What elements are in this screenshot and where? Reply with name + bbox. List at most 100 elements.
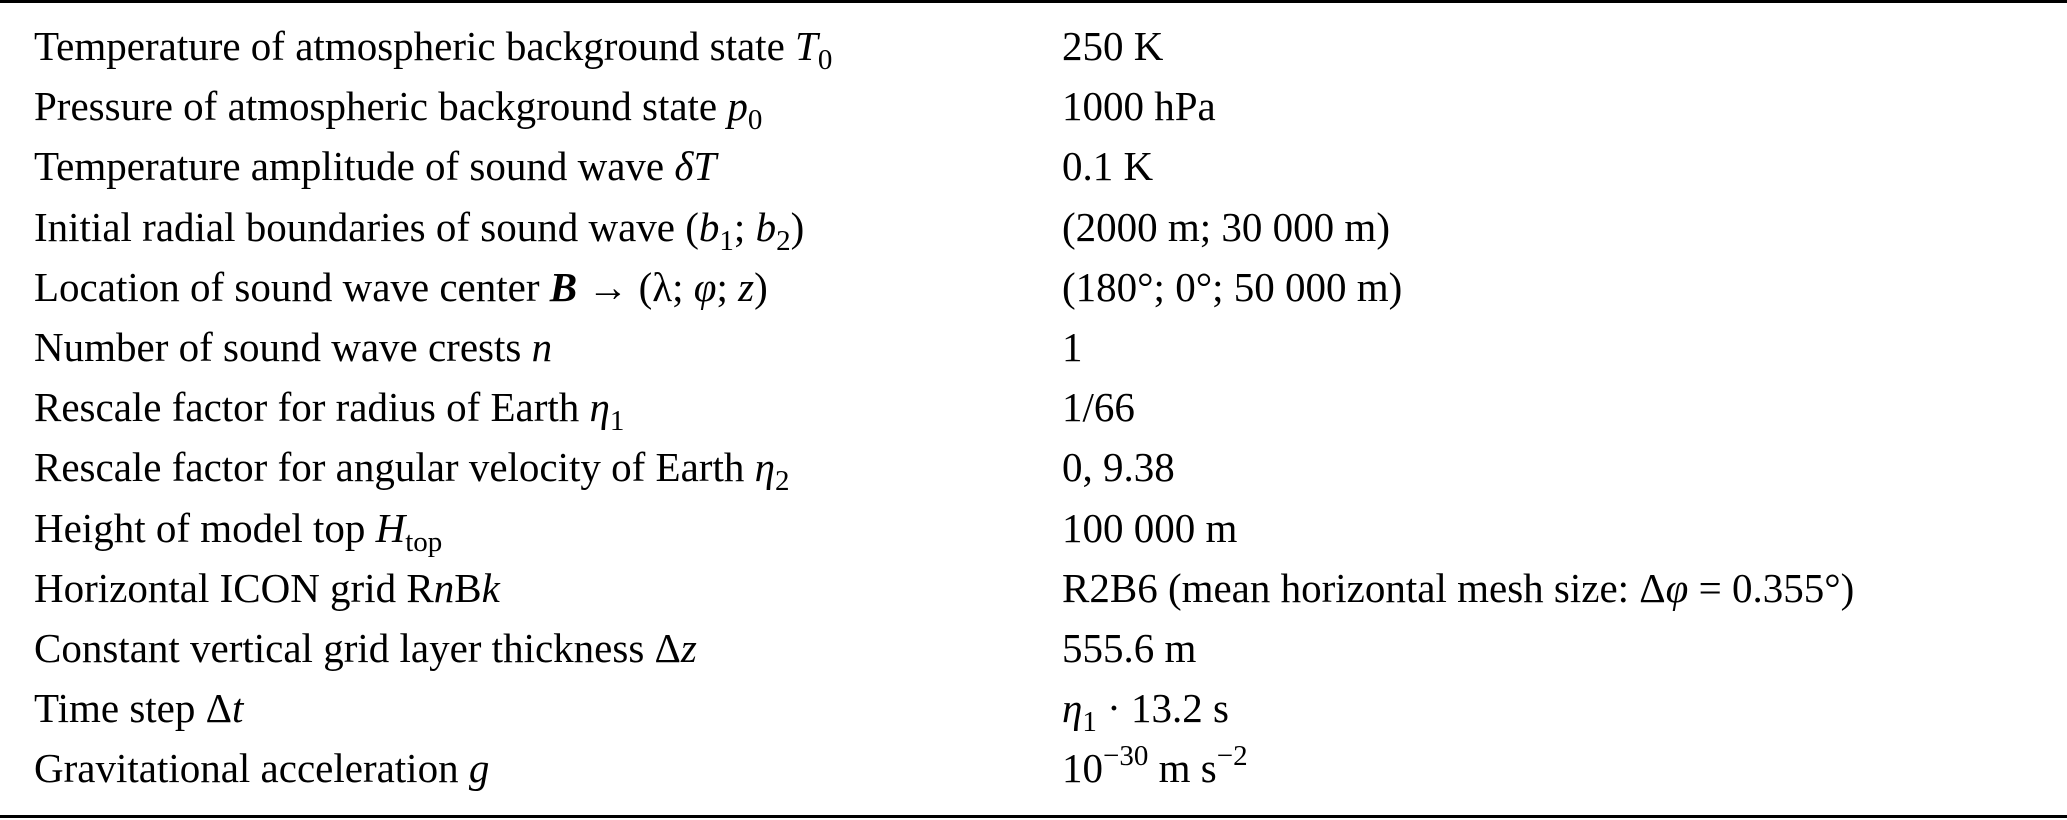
parameter-name-segment: n — [433, 564, 455, 611]
parameter-name-segment: ; — [716, 263, 739, 310]
parameter-name-segment: η — [589, 384, 610, 431]
parameter-value-segment: 1000 hPa — [1062, 83, 1216, 130]
table-row: Rescale factor for angular velocity of E… — [0, 437, 2067, 497]
parameter-value: 100 000 m — [1062, 498, 1237, 558]
parameter-name-segment: 1 — [609, 405, 625, 438]
table-row: Initial radial boundaries of sound wave … — [0, 197, 2067, 257]
parameter-value: R2B6 (mean horizontal mesh size: Δφ = 0.… — [1062, 558, 1854, 618]
parameter-name-segment: 0 — [817, 44, 833, 76]
parameter-value-segment: η — [1062, 685, 1083, 732]
parameter-name: Horizontal ICON grid RnBk — [34, 558, 500, 618]
parameter-name: Height of model top Htop — [34, 498, 442, 558]
parameter-name-segment: H — [375, 504, 406, 551]
parameter-name: Constant vertical grid layer thickness Δ… — [34, 618, 697, 678]
parameter-name-segment: Initial radial boundaries of sound wave … — [34, 203, 699, 250]
parameter-name: Pressure of atmospheric background state… — [34, 76, 762, 136]
parameter-name-segment: Time step Δ — [34, 685, 232, 732]
parameter-value-segment: 250 K — [1062, 23, 1164, 69]
parameter-name-segment: δT — [674, 143, 717, 190]
parameter-name-segment: Horizontal ICON grid R — [34, 564, 434, 611]
parameter-name-segment: Number of sound wave crests — [34, 323, 532, 370]
parameter-name: Temperature amplitude of sound wave δT — [34, 136, 716, 196]
parameter-name-segment: Height of model top — [34, 504, 376, 551]
parameter-value-segment: · 13.2 s — [1096, 685, 1229, 732]
parameter-name-segment: z — [680, 624, 697, 671]
table-row: Constant vertical grid layer thickness Δ… — [0, 618, 2067, 678]
parameter-name-segment: g — [468, 745, 490, 792]
parameter-value: 555.6 m — [1062, 618, 1196, 678]
parameter-value-segment: 0, 9.38 — [1062, 444, 1175, 491]
parameter-value: 250 K — [1062, 16, 1163, 76]
parameter-name-segment: ) — [790, 203, 805, 250]
parameter-name-segment: Temperature amplitude of sound wave — [34, 143, 675, 190]
parameter-value-segment: φ — [1665, 564, 1689, 611]
parameter-name-segment: ; — [733, 203, 756, 250]
parameter-value-segment: 0.1 K — [1062, 143, 1154, 190]
parameter-table: Temperature of atmospheric background st… — [0, 16, 2067, 798]
top-rule — [0, 0, 2067, 3]
parameter-name-segment: B — [549, 263, 578, 310]
parameter-name-segment: Rescale factor for radius of Earth — [34, 384, 590, 431]
parameter-name-segment: φ — [693, 263, 717, 310]
table-row: Location of sound wave center B → (λ; φ;… — [0, 257, 2067, 317]
parameter-name-segment: Rescale factor for angular velocity of E… — [34, 444, 755, 491]
parameter-value-segment: 555.6 m — [1062, 624, 1197, 671]
parameter-name-segment: 0 — [747, 104, 763, 137]
parameter-name-segment: Location of sound wave center — [34, 263, 550, 310]
parameter-name-segment: 2 — [774, 465, 790, 498]
parameter-value: 1000 hPa — [1062, 76, 1216, 136]
parameter-name-segment: k — [481, 564, 500, 611]
parameter-value-segment: −30 — [1103, 740, 1149, 773]
table-row: Gravitational acceleration g 10−30 m s−2 — [0, 738, 2067, 798]
parameter-name-segment: z — [738, 263, 755, 310]
parameter-name-segment: 1 — [719, 224, 734, 257]
table-row: Number of sound wave crests n 1 — [0, 317, 2067, 377]
parameter-name-segment: Gravitational acceleration — [34, 745, 469, 792]
parameter-value-segment: 1 — [1082, 706, 1097, 739]
table-row: Temperature of atmospheric background st… — [0, 16, 2067, 76]
parameter-value: 1 — [1062, 317, 1083, 377]
parameter-name-segment: b — [755, 203, 777, 250]
parameter-name-segment: Pressure of atmospheric background state — [34, 83, 728, 130]
table-row: Rescale factor for radius of Earth η1 1/6… — [0, 377, 2067, 437]
parameter-name: Location of sound wave center B → (λ; φ;… — [34, 257, 768, 317]
table-row: Height of model top Htop 100 000 m — [0, 498, 2067, 558]
parameter-value-segment: = 0.355°) — [1688, 564, 1855, 611]
parameter-value-segment: 1/66 — [1062, 384, 1135, 431]
parameter-name: Initial radial boundaries of sound wave … — [34, 197, 804, 257]
table-row: Time step Δt η1 · 13.2 s — [0, 678, 2067, 738]
parameter-value: 1/66 — [1062, 377, 1135, 437]
parameter-name-segment: B — [454, 564, 482, 611]
parameter-name-segment: Constant vertical grid layer thickness Δ — [34, 624, 681, 671]
parameter-name-segment: → (λ; — [577, 263, 694, 310]
parameter-value-segment: −2 — [1216, 740, 1248, 773]
table-row: Horizontal ICON grid RnBk R2B6 (mean hori… — [0, 558, 2067, 618]
parameter-name-segment: n — [531, 323, 553, 370]
parameter-name-segment: η — [754, 444, 775, 491]
parameter-value: (2000 m; 30 000 m) — [1062, 197, 1390, 257]
parameter-value: η1 · 13.2 s — [1062, 678, 1229, 738]
parameter-value-segment: 10 — [1062, 745, 1103, 792]
parameter-value: 10−30 m s−2 — [1062, 738, 1248, 798]
parameter-value: 0, 9.38 — [1062, 437, 1175, 497]
parameter-name-segment: t — [232, 685, 244, 732]
parameter-name-segment: p — [727, 83, 748, 130]
parameter-name: Number of sound wave crests n — [34, 317, 552, 377]
parameter-value: (180°; 0°; 50 000 m) — [1062, 257, 1402, 317]
parameter-name-segment: ) — [754, 263, 768, 310]
parameter-name: Rescale factor for angular velocity of E… — [34, 437, 789, 497]
parameter-name-segment: b — [698, 203, 720, 250]
parameter-name-segment: 2 — [776, 224, 791, 257]
parameter-name: Temperature of atmospheric background st… — [34, 16, 832, 76]
table-row: Pressure of atmospheric background state… — [0, 76, 2067, 136]
parameter-value-segment: (180°; 0°; 50 000 m) — [1062, 263, 1403, 310]
parameter-name: Time step Δt — [34, 678, 243, 738]
parameter-name-segment: Temperature of atmospheric background st… — [34, 23, 796, 69]
parameter-value-segment: R2B6 (mean horizontal mesh size: Δ — [1062, 564, 1666, 611]
parameter-name: Rescale factor for radius of Earth η1 — [34, 377, 624, 437]
parameter-value-segment: 100 000 m — [1062, 504, 1238, 551]
table-row: Temperature amplitude of sound wave δT 0.… — [0, 136, 2067, 196]
parameter-name-segment: top — [405, 525, 443, 558]
bottom-rule — [0, 815, 2067, 818]
parameter-value-segment: (2000 m; 30 000 m) — [1062, 203, 1390, 250]
